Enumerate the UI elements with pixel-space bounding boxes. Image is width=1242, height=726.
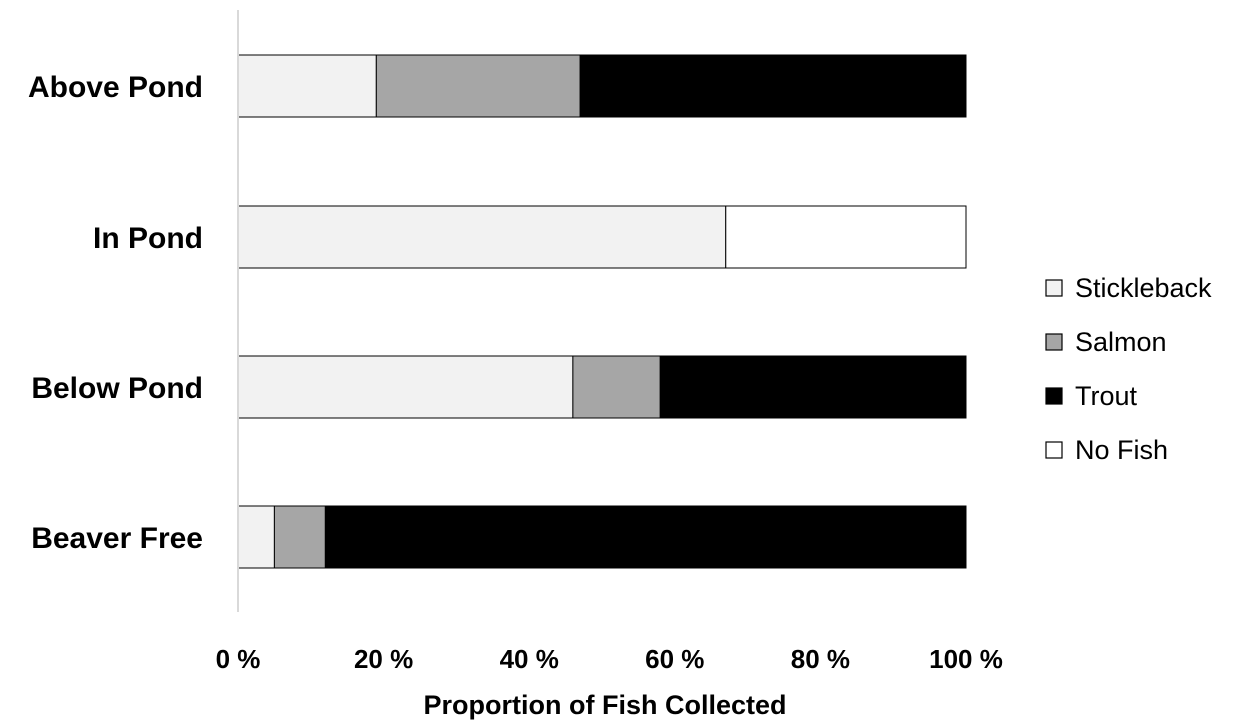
- category-label-above-pond: Above Pond: [28, 71, 203, 104]
- x-tick-label: 60 %: [645, 644, 704, 674]
- bar-beaver-free-salmon: [273, 505, 326, 569]
- legend-swatch-salmon: [1045, 333, 1063, 351]
- x-tick-label: 20 %: [354, 644, 413, 674]
- x-tick-label: 0 %: [216, 644, 261, 674]
- bar-beaver-free-trout: [324, 505, 967, 569]
- category-labels: Above Pond In Pond Below Pond Beaver Free: [28, 71, 203, 555]
- category-label-below-pond: Below Pond: [31, 372, 203, 405]
- bar-in-pond-no-fish: [725, 205, 967, 269]
- legend-swatch-no-fish: [1045, 441, 1063, 459]
- bar-above-pond-stickleback: [237, 54, 377, 118]
- x-tick-label: 40 %: [500, 644, 559, 674]
- x-tick-label: 100 %: [929, 644, 1003, 674]
- x-tick-labels: 0 % 20 % 40 % 60 % 80 % 100 %: [216, 644, 1003, 674]
- category-label-beaver-free: Beaver Free: [31, 522, 203, 555]
- legend-label-trout: Trout: [1075, 381, 1138, 411]
- legend-swatch-trout: [1045, 387, 1063, 405]
- category-label-in-pond: In Pond: [93, 222, 203, 255]
- legend-label-salmon: Salmon: [1075, 327, 1167, 357]
- legend-label-no-fish: No Fish: [1075, 435, 1168, 465]
- bar-below-pond-stickleback: [237, 355, 574, 419]
- bars-layer: [237, 54, 967, 569]
- legend: Stickleback Salmon Trout No Fish: [1045, 273, 1212, 465]
- bar-above-pond-salmon: [375, 54, 581, 118]
- legend-label-stickleback: Stickleback: [1075, 273, 1212, 303]
- legend-swatch-stickleback: [1045, 279, 1063, 297]
- x-axis-title: Proportion of Fish Collected: [424, 690, 787, 720]
- bar-below-pond-salmon: [572, 355, 661, 419]
- bar-in-pond-stickleback: [237, 205, 727, 269]
- bar-beaver-free-stickleback: [237, 505, 275, 569]
- bar-above-pond-trout: [579, 54, 967, 118]
- bar-below-pond-trout: [659, 355, 967, 419]
- x-tick-label: 80 %: [791, 644, 850, 674]
